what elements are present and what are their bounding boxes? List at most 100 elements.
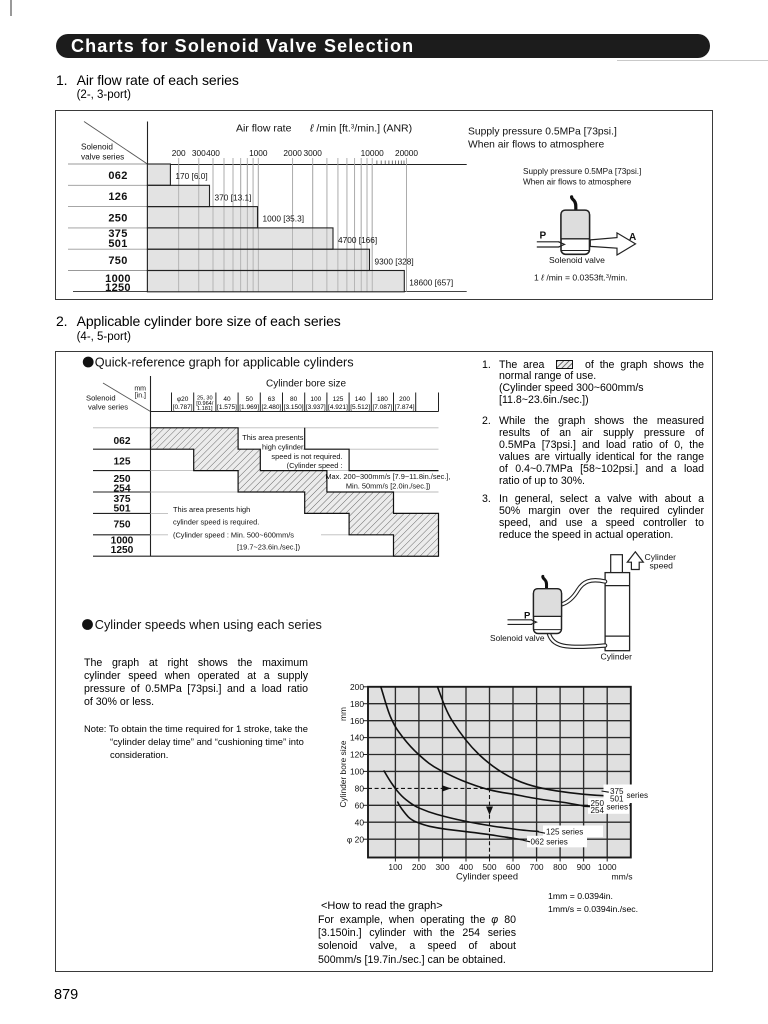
svg-text:Min. 50mm/s [2.0in./sec.]): Min. 50mm/s [2.0in./sec.])	[346, 482, 431, 491]
svg-text:Cylinder bore size: Cylinder bore size	[266, 379, 346, 390]
svg-text:40: 40	[355, 817, 365, 827]
svg-text:mm: mm	[134, 385, 146, 392]
svg-text:1250: 1250	[105, 282, 131, 294]
svg-text:[4.921]: [4.921]	[328, 404, 348, 411]
svg-text:[0.787]: [0.787]	[173, 404, 193, 411]
svg-text:10000: 10000	[361, 148, 384, 158]
svg-text:250: 250	[114, 474, 131, 485]
svg-text:170 [6.0]: 170 [6.0]	[175, 171, 207, 181]
svg-text:Solenoid valve: Solenoid valve	[549, 255, 605, 265]
svg-text:400: 400	[206, 148, 220, 158]
svg-text:126: 126	[108, 191, 127, 203]
svg-text:062: 062	[114, 436, 131, 447]
svg-text:1000: 1000	[598, 862, 617, 872]
svg-text:1000: 1000	[105, 273, 131, 285]
svg-text:18600 [657]: 18600 [657]	[409, 278, 453, 288]
svg-text:180: 180	[350, 699, 364, 709]
svg-text:Supply pressure 0.5MPa [73psi: Supply pressure 0.5MPa [73psi.]	[523, 167, 641, 176]
svg-text:60: 60	[355, 800, 365, 810]
svg-text:300: 300	[192, 148, 206, 158]
svg-text:250: 250	[108, 212, 127, 224]
svg-text:120: 120	[350, 750, 364, 760]
svg-text:speed is not required.: speed is not required.	[271, 452, 342, 461]
svg-text:Cylinder speed: Cylinder speed	[456, 872, 518, 882]
svg-text:1.181]: 1.181]	[197, 406, 213, 412]
svg-text:[3.937]: [3.937]	[306, 404, 326, 411]
svg-text:140: 140	[350, 733, 364, 743]
svg-text:[19.7~23.6in./sec.]): [19.7~23.6in./sec.])	[237, 542, 300, 551]
svg-text:[7.087]: [7.087]	[372, 404, 392, 411]
svg-text:P: P	[540, 231, 547, 242]
svg-text:375: 375	[108, 228, 127, 240]
svg-text:100: 100	[310, 396, 321, 403]
svg-text:180: 180	[377, 396, 388, 403]
svg-text:501: 501	[108, 238, 127, 250]
svg-text:375: 375	[114, 494, 131, 505]
svg-text:80: 80	[290, 396, 298, 403]
svg-text:501: 501	[610, 794, 624, 803]
svg-text:501: 501	[114, 504, 131, 515]
svg-text:125 series: 125 series	[546, 827, 583, 836]
svg-text:125: 125	[114, 457, 131, 468]
svg-text:125: 125	[333, 396, 344, 403]
svg-text:Cylinder: Cylinder	[601, 652, 633, 662]
svg-text:Solenoid: Solenoid	[86, 394, 116, 403]
svg-text:series: series	[627, 791, 649, 800]
svg-text:Cylinder: Cylinder	[645, 552, 677, 562]
svg-text:mm: mm	[338, 707, 348, 721]
svg-text:[2.480]: [2.480]	[261, 404, 281, 411]
svg-text:254: 254	[114, 484, 131, 495]
svg-text:50: 50	[246, 396, 254, 403]
svg-text:062: 062	[108, 170, 127, 182]
svg-text:[1.969]: [1.969]	[239, 404, 259, 411]
svg-text:When air flows to atmosphere: When air flows to atmosphere	[468, 140, 604, 151]
svg-text:20000: 20000	[395, 148, 418, 158]
svg-text:(Cylinder speed :: (Cylinder speed :	[287, 461, 343, 470]
svg-text:4700 [166]: 4700 [166]	[338, 235, 377, 245]
svg-text:300: 300	[436, 862, 450, 872]
svg-text:φ 20: φ 20	[347, 834, 364, 844]
svg-text:[3.150]: [3.150]	[284, 404, 304, 411]
svg-text:25, 30: 25, 30	[197, 395, 213, 401]
svg-text:P: P	[524, 611, 531, 622]
svg-text:100: 100	[350, 767, 364, 777]
svg-text:Supply pressure 0.5MPa [73psi: Supply pressure 0.5MPa [73psi.]	[468, 127, 617, 138]
svg-text:mm/s: mm/s	[612, 872, 633, 882]
svg-text:1000: 1000	[111, 536, 134, 547]
svg-text:Solenoid: Solenoid	[81, 143, 113, 152]
svg-text:800: 800	[553, 862, 567, 872]
svg-text:3000: 3000	[303, 148, 322, 158]
svg-text:1 ℓ /min = 0.0353ft.3/min.: 1 ℓ /min = 0.0353ft.3/min.	[534, 272, 628, 282]
svg-text:062 series: 062 series	[531, 838, 568, 847]
svg-text:600: 600	[506, 862, 520, 872]
svg-text:375: 375	[610, 787, 624, 796]
svg-text:This area presents high: This area presents high	[173, 505, 250, 514]
svg-text:[5.512]: [5.512]	[350, 404, 370, 411]
svg-text:valve series: valve series	[81, 153, 124, 162]
svg-text:254: 254	[591, 806, 605, 815]
svg-text:speed: speed	[650, 560, 674, 570]
svg-text:9300 [328]: 9300 [328]	[375, 256, 414, 266]
svg-text:[1.575]: [1.575]	[217, 404, 237, 411]
svg-text:1250: 1250	[111, 545, 134, 556]
svg-text:Air flow rate: Air flow rate	[236, 123, 292, 135]
svg-text:400: 400	[459, 862, 473, 872]
svg-text:140: 140	[355, 396, 366, 403]
svg-text:370 [13.1]: 370 [13.1]	[215, 192, 252, 202]
svg-text:750: 750	[114, 519, 131, 530]
svg-text:[0.964/: [0.964/	[196, 401, 214, 407]
svg-text:When air flows to atmosphere: When air flows to atmosphere	[523, 178, 632, 187]
svg-text:40: 40	[223, 396, 231, 403]
svg-text:250: 250	[591, 799, 605, 808]
svg-text:Max. 200~300mm/s [7.9~11.8in./: Max. 200~300mm/s [7.9~11.8in./sec.],	[325, 472, 450, 481]
svg-text:Cylinder bore size: Cylinder bore size	[338, 740, 348, 807]
svg-text:Cylinder speeds when using eac: Cylinder speeds when using each series	[95, 618, 322, 632]
svg-text:Quick-reference graph for appl: Quick-reference graph for applicable cyl…	[95, 356, 354, 370]
svg-text:2000: 2000	[283, 148, 302, 158]
svg-text:A: A	[629, 232, 636, 243]
svg-text:500: 500	[483, 862, 497, 872]
svg-text:[in.]: [in.]	[135, 393, 146, 400]
svg-text:cylinder speed is required.: cylinder speed is required.	[173, 517, 259, 526]
svg-text:160: 160	[350, 716, 364, 726]
svg-text:φ20: φ20	[177, 396, 189, 403]
